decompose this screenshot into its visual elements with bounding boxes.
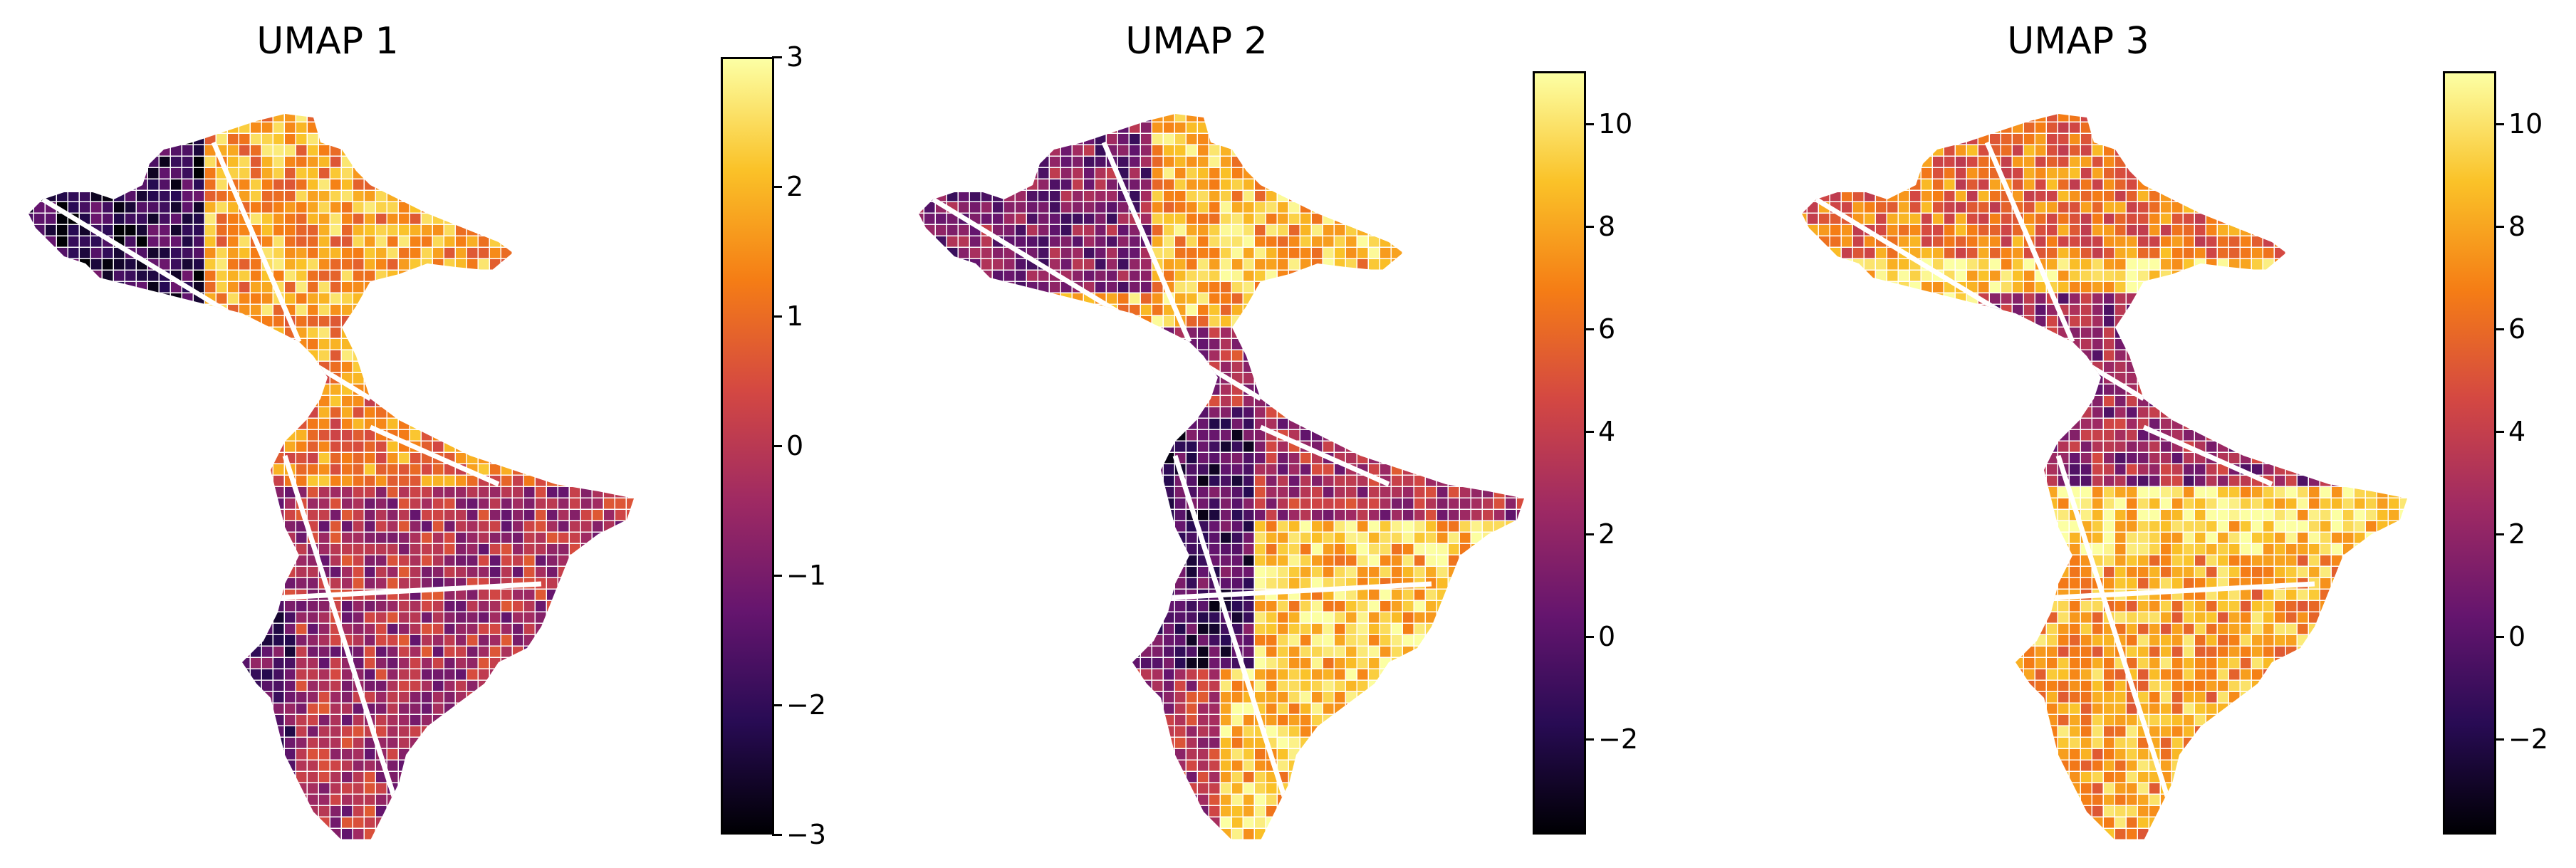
- colorbar-tick-label: −3: [786, 819, 827, 850]
- colorbar-tick: [2494, 328, 2504, 330]
- umap2-panel: UMAP 2 10 8 6 4 2 0 −2: [855, 0, 1709, 868]
- colorbar-tick-label: 1: [786, 300, 804, 332]
- umap3-map: [1802, 114, 2407, 840]
- map-blocks: [1802, 114, 2407, 840]
- colorbar-tick-label: 10: [2508, 108, 2543, 140]
- colorbar-tick: [1584, 431, 1594, 433]
- colorbar-tick: [2494, 533, 2504, 535]
- colorbar-tick: [2494, 431, 2504, 433]
- umap1-title: UMAP 1: [256, 20, 399, 63]
- colorbar-tick-label: 2: [1598, 518, 1616, 550]
- colorbar-tick: [1584, 226, 1594, 228]
- colorbar-tick: [772, 315, 782, 318]
- colorbar-tick: [772, 186, 782, 188]
- map-blocks: [28, 114, 634, 840]
- colorbar-tick-label: 2: [786, 171, 804, 202]
- umap3-title: UMAP 3: [2007, 20, 2149, 63]
- colorbar-tick-label: −2: [2508, 723, 2549, 755]
- colorbar-tick-label: 6: [2508, 313, 2526, 345]
- map-blocks: [919, 114, 1524, 840]
- colorbar-tick: [1584, 328, 1594, 330]
- colorbar-tick: [772, 445, 782, 447]
- umap2-title: UMAP 2: [1125, 20, 1268, 63]
- colorbar-tick-label: −2: [786, 689, 827, 721]
- umap1-map: [28, 114, 634, 840]
- colorbar-tick: [2494, 123, 2504, 125]
- umap3-panel: UMAP 3 10 8 6 4 2 0 −2: [1709, 0, 2576, 868]
- colorbar-tick-label: 10: [1598, 108, 1633, 140]
- colorbar-tick-label: 3: [786, 41, 804, 73]
- colorbar-tick: [2494, 226, 2504, 228]
- colorbar-tick-label: 0: [786, 430, 804, 461]
- umap1-colorbar: [721, 57, 774, 835]
- colorbar-tick: [1584, 636, 1594, 638]
- umap1-panel: UMAP 1 3 2 1 0 −1 −2 −3: [0, 0, 855, 868]
- colorbar-tick-label: 6: [1598, 313, 1616, 345]
- colorbar-tick-label: 8: [1598, 211, 1616, 242]
- colorbar-tick-label: 2: [2508, 518, 2526, 550]
- colorbar-tick-label: −1: [786, 560, 827, 591]
- map-roads: [932, 141, 1432, 813]
- colorbar-tick: [772, 704, 782, 706]
- colorbar-tick-label: 8: [2508, 211, 2526, 242]
- colorbar-tick: [2494, 738, 2504, 741]
- colorbar-tick: [1584, 123, 1594, 125]
- umap2-map: [919, 114, 1524, 840]
- colorbar-tick: [1584, 533, 1594, 535]
- umap2-colorbar: [1533, 71, 1586, 835]
- colorbar-tick: [2494, 636, 2504, 638]
- colorbar-tick: [772, 834, 782, 836]
- colorbar-tick-label: −2: [1598, 723, 1639, 755]
- umap3-colorbar: [2443, 71, 2496, 835]
- colorbar-tick: [772, 56, 782, 58]
- colorbar-tick-label: 4: [1598, 416, 1616, 447]
- colorbar-tick-label: 4: [2508, 416, 2526, 447]
- colorbar-tick: [1584, 738, 1594, 741]
- colorbar-tick-label: 0: [1598, 621, 1616, 652]
- colorbar-tick: [772, 575, 782, 577]
- colorbar-tick-label: 0: [2508, 621, 2526, 652]
